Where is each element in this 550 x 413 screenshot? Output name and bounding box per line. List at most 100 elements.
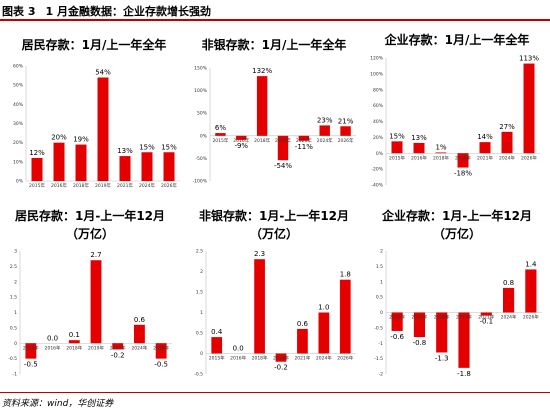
bar (391, 141, 403, 154)
data-label: -0.2 (274, 364, 288, 372)
data-label: 15% (139, 143, 155, 151)
y-tick-label: -40% (371, 183, 383, 189)
data-label: 15% (389, 132, 405, 140)
y-tick-label: 1.5 (196, 290, 203, 296)
y-tick-label: 0 (200, 351, 203, 357)
y-tick-label: 60% (13, 64, 24, 70)
x-tick-label: 2015年 (389, 154, 405, 161)
data-label: 1.8 (340, 271, 351, 279)
source-note: 资料来源：wind，华创证券 (2, 399, 114, 409)
x-tick-label: 2016年 (411, 314, 427, 321)
bar (155, 343, 167, 359)
figure-subtitle: 1 月金融数据：企业存款增长强劲 (45, 5, 211, 18)
x-tick-label: 2026年 (521, 154, 537, 161)
data-label: -0.5 (154, 361, 168, 369)
bar (256, 76, 268, 136)
x-tick-label: 2015年 (29, 182, 45, 189)
chart-plot: -1 -0.5 0 0.5 1 1.5 2 2.5 3 -0.5 2015年 0.0 2016年 0.1 2… (8, 249, 172, 378)
x-tick-label: 2019年 (88, 344, 104, 351)
y-tick-label: -20% (371, 167, 383, 173)
bar (277, 135, 289, 161)
x-tick-label: 2024年 (499, 154, 515, 161)
x-tick-label: 2016年 (51, 182, 67, 189)
y-tick-label: -0.5 (8, 356, 17, 362)
bar (141, 152, 153, 181)
data-label: 20% (51, 134, 67, 142)
y-tick-label: 30% (13, 121, 24, 127)
chart-title: 企业存款：1月/上一年全年 (384, 33, 530, 47)
bar (163, 152, 175, 181)
y-tick-label: 0 (380, 310, 383, 316)
data-label: 6% (215, 124, 226, 132)
chart-title: 居民存款：1月-上一年12月 (14, 209, 166, 223)
data-label: -1.3 (435, 354, 449, 362)
y-tick-label: 0% (16, 179, 24, 185)
chart-enterprise-ratio: 企业存款：1月/上一年全年 -40% -20% 0% 20% 40% 60% 80% 100%… (364, 24, 550, 194)
bar (236, 135, 247, 140)
data-label: -1.8 (457, 370, 471, 378)
y-tick-label: 1 (14, 310, 17, 316)
data-label: -0.5 (24, 361, 38, 369)
y-tick-label: 40% (373, 119, 384, 125)
y-tick-label: 80% (373, 87, 384, 93)
y-tick-label: 0.5 (376, 295, 383, 301)
y-tick-label: 1 (380, 279, 383, 285)
x-tick-label: 2021年 (477, 154, 493, 161)
y-tick-label: -100% (193, 179, 208, 185)
data-label: 1.4 (525, 260, 537, 268)
data-label: 13% (411, 134, 427, 142)
chart-plot: -40% -20% 0% 20% 40% 60% 80% 100% 120% 15% 2015年 13… (370, 55, 540, 189)
y-tick-label: -1 (379, 341, 384, 347)
x-tick-label: 2015年 (209, 355, 225, 362)
bar (413, 312, 425, 338)
x-tick-label: 2026年 (337, 355, 353, 362)
x-tick-label: 2019年 (275, 137, 291, 144)
x-tick-label: 2018年 (254, 137, 270, 144)
x-tick-label: 2021年 (294, 355, 310, 362)
bar (215, 133, 226, 136)
chart-plot: -2 -1.5 -1 -0.5 0 0.5 1 1.5 2 -0.6 2015年 -0.8 2016年 -… (374, 249, 542, 378)
bottom-rule (0, 392, 550, 393)
data-label: -0.2 (111, 351, 125, 359)
data-label: 15% (161, 143, 177, 151)
x-tick-label: 2021年 (478, 314, 494, 321)
y-tick-label: 2 (380, 249, 383, 255)
x-tick-label: 2016年 (233, 137, 249, 144)
y-tick-label: -2 (379, 372, 384, 378)
x-tick-label: 2015年 (212, 137, 228, 144)
data-label: 19% (73, 136, 89, 144)
y-tick-label: 0% (376, 151, 384, 157)
data-label: 54% (95, 69, 111, 77)
x-tick-label: 2016年 (230, 355, 246, 362)
bar (339, 279, 351, 354)
bar (75, 144, 87, 181)
data-label: 14% (477, 133, 493, 141)
data-label: 0.8 (503, 279, 514, 287)
y-tick-label: 0% (200, 133, 208, 139)
bar (480, 312, 492, 316)
y-tick-label: 2 (14, 279, 17, 285)
data-label: 2.7 (90, 251, 101, 259)
data-label: 132% (252, 67, 272, 75)
y-tick-label: 0.5 (10, 325, 17, 331)
y-tick-label: 50% (13, 83, 24, 89)
bar (134, 324, 145, 344)
y-tick-label: 1.5 (376, 264, 383, 270)
chart-title: 非银存款：1月-上一年12月 (198, 209, 350, 223)
y-tick-label: 2 (200, 269, 203, 275)
bar (211, 337, 223, 354)
x-tick-label: 2021年 (110, 344, 126, 351)
chart-enterprise-change: 企业存款：1月-上一年12月 （万亿） -2 -1.5 -1 -0.5 0 0.5 1 1.5… (364, 207, 550, 387)
data-label: -0.8 (413, 339, 427, 347)
bar (119, 156, 131, 181)
y-tick-label: 50% (197, 111, 208, 117)
x-tick-label: 2026年 (338, 137, 354, 144)
x-tick-label: 2026年 (523, 314, 539, 321)
y-tick-label: 120% (370, 56, 384, 62)
y-tick-label: 20% (13, 140, 24, 146)
bar (457, 153, 469, 168)
x-tick-label: 2016年 (411, 154, 427, 161)
x-tick-label: 2018年 (433, 154, 449, 161)
y-tick-label: 0 (14, 341, 17, 347)
data-label: -54% (274, 162, 292, 170)
